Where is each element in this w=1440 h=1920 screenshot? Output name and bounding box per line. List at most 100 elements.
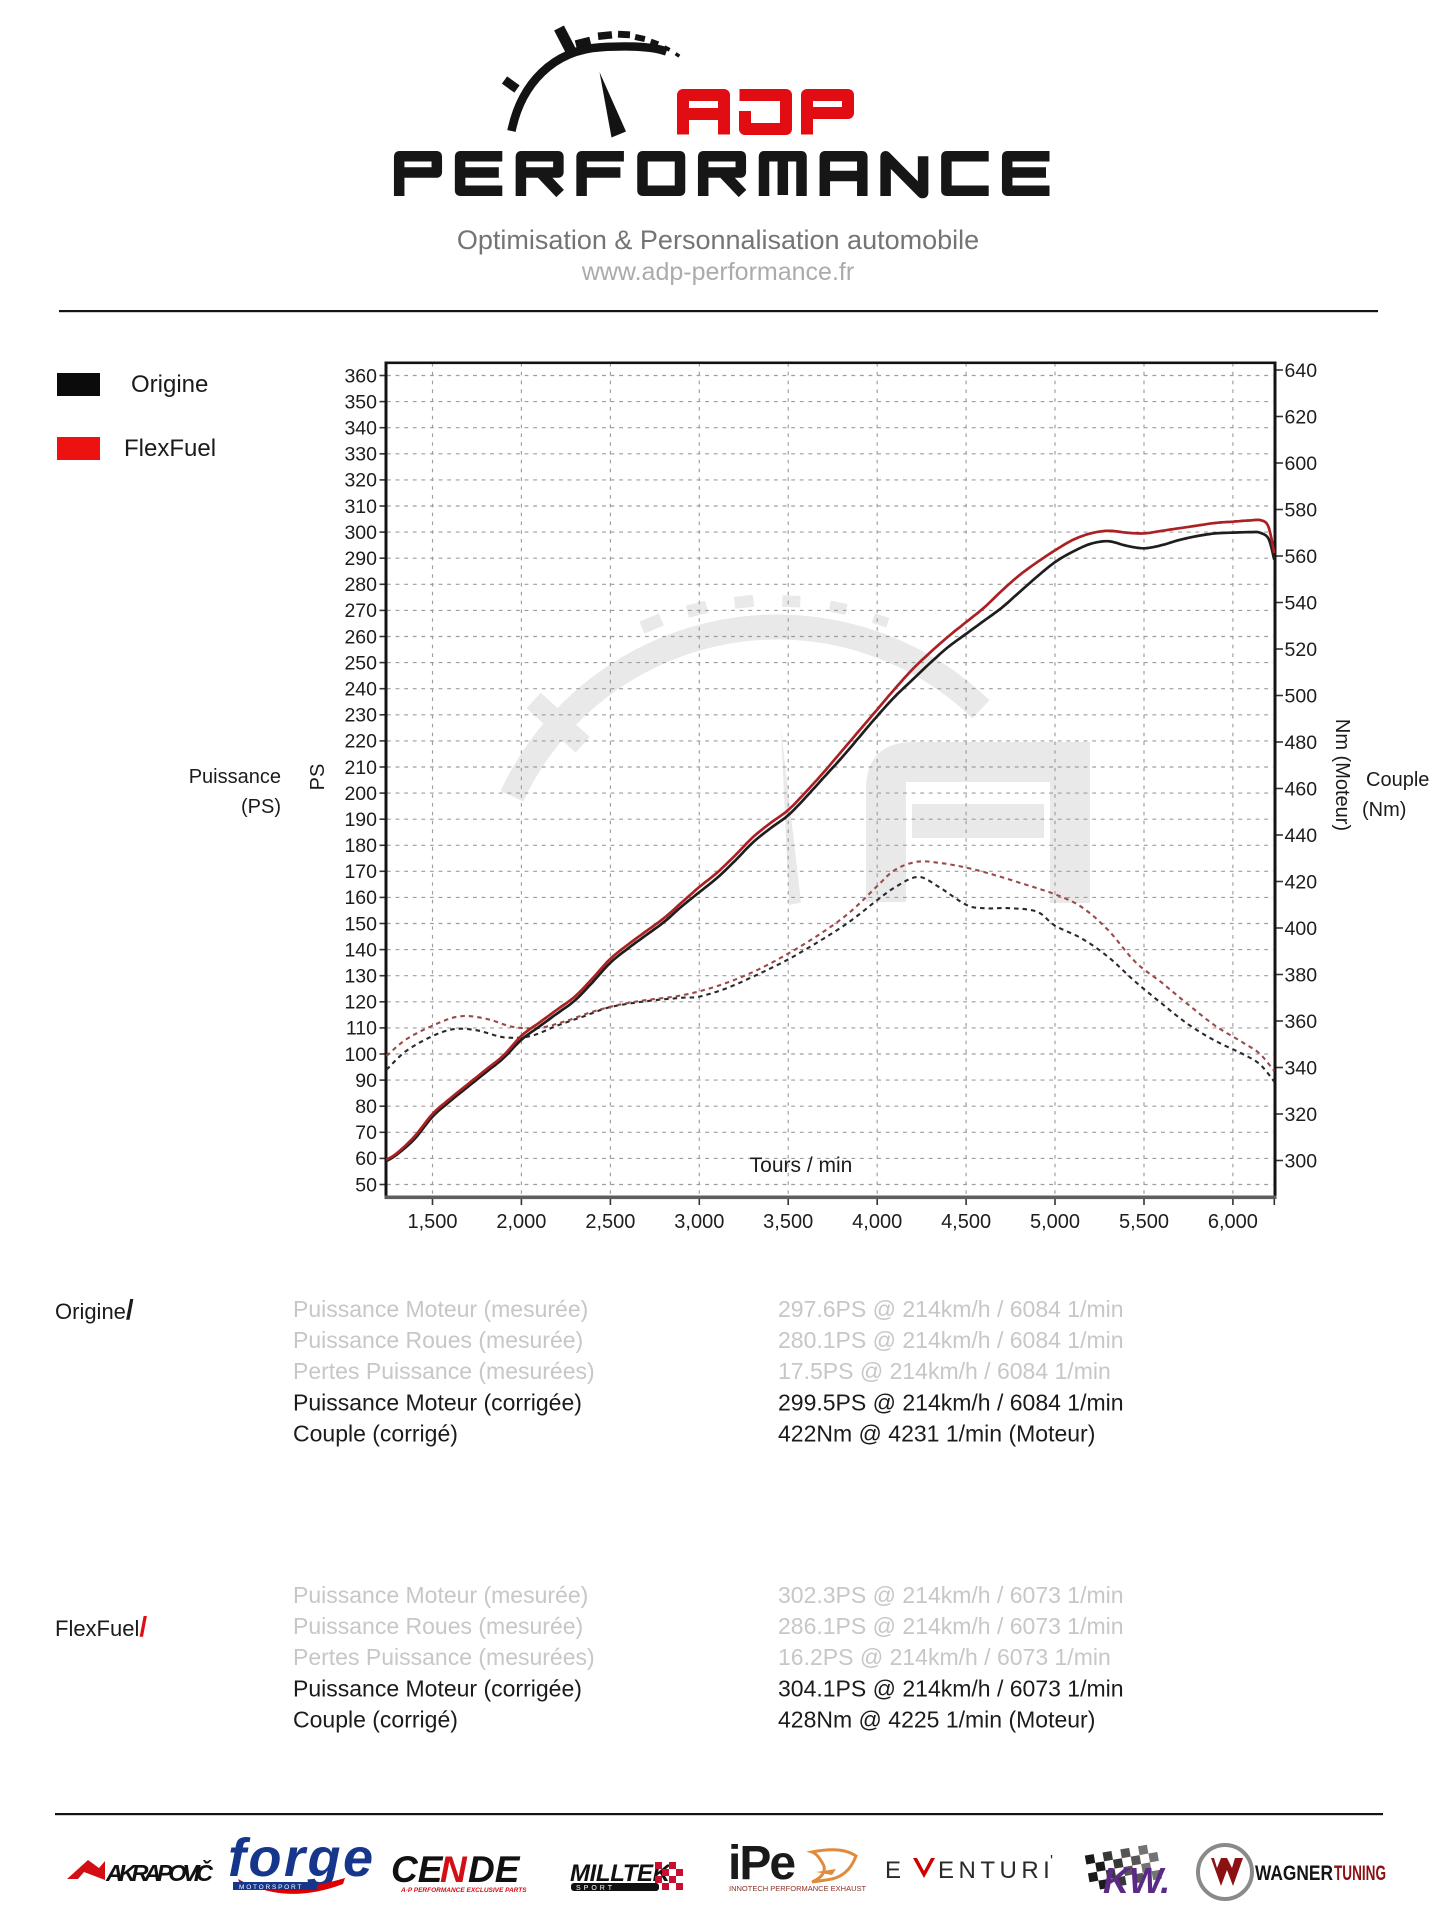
svg-text:E: E <box>885 1857 906 1884</box>
svg-text:Couple: Couple <box>1366 769 1429 791</box>
svg-text:Puissance Moteur (mesurée): Puissance Moteur (mesurée) <box>293 1296 588 1322</box>
svg-text:5,000: 5,000 <box>1030 1211 1080 1233</box>
svg-text:280.1PS @ 214km/h / 6084 1/min: 280.1PS @ 214km/h / 6084 1/min <box>778 1327 1124 1353</box>
svg-text:320: 320 <box>1285 1104 1318 1126</box>
svg-text:220: 220 <box>344 731 377 753</box>
svg-text:230: 230 <box>344 705 377 727</box>
svg-text:270: 270 <box>344 600 377 622</box>
svg-text:4,000: 4,000 <box>852 1211 902 1233</box>
svg-text:130: 130 <box>344 966 377 988</box>
svg-text:Puissance: Puissance <box>189 766 281 788</box>
svg-text:260: 260 <box>344 626 377 648</box>
svg-text:210: 210 <box>344 757 377 779</box>
svg-text:Puissance Moteur (mesurée): Puissance Moteur (mesurée) <box>293 1582 588 1608</box>
svg-text:299.5PS @ 214km/h / 6084 1/min: 299.5PS @ 214km/h / 6084 1/min <box>778 1389 1124 1415</box>
svg-text:420: 420 <box>1285 871 1318 893</box>
svg-text:KW.: KW. <box>1103 1860 1170 1901</box>
svg-text:600: 600 <box>1285 453 1318 475</box>
svg-text:150: 150 <box>344 913 377 935</box>
svg-text:FlexFuel: FlexFuel <box>124 435 216 462</box>
svg-text:': ' <box>1050 1853 1053 1870</box>
svg-text:forge: forge <box>228 1828 372 1888</box>
svg-text:60: 60 <box>355 1148 377 1170</box>
svg-text:Optimisation & Personnalisatio: Optimisation & Personnalisation automobi… <box>457 225 979 255</box>
svg-text:200: 200 <box>344 783 377 805</box>
svg-text:MILLTEK: MILLTEK <box>570 1860 672 1887</box>
svg-text:A·P PERFORMANCE EXCLUSIVE PART: A·P PERFORMANCE EXCLUSIVE PARTS <box>400 1887 527 1894</box>
svg-text:540: 540 <box>1285 592 1318 614</box>
svg-text:330: 330 <box>344 444 377 466</box>
svg-text:422Nm @ 4231 1/min (Moteur): 422Nm @ 4231 1/min (Moteur) <box>778 1420 1095 1446</box>
svg-text:300: 300 <box>344 522 377 544</box>
svg-text:5,500: 5,500 <box>1119 1211 1169 1233</box>
svg-text:N: N <box>440 1849 468 1890</box>
svg-text:440: 440 <box>1285 825 1318 847</box>
svg-text:302.3PS @ 214km/h / 6073 1/min: 302.3PS @ 214km/h / 6073 1/min <box>778 1582 1124 1608</box>
svg-text:250: 250 <box>344 652 377 674</box>
svg-text:400: 400 <box>1285 918 1318 940</box>
svg-text:6,000: 6,000 <box>1208 1211 1258 1233</box>
svg-text:CE: CE <box>391 1849 444 1890</box>
svg-text:360: 360 <box>1285 1011 1318 1033</box>
svg-text:Puissance Moteur (corrigée): Puissance Moteur (corrigée) <box>293 1675 582 1701</box>
svg-text:320: 320 <box>344 470 377 492</box>
svg-text:500: 500 <box>1285 685 1318 707</box>
svg-text:M O T O R S P O R T: M O T O R S P O R T <box>239 1884 301 1891</box>
svg-text:310: 310 <box>344 496 377 518</box>
svg-text:50: 50 <box>355 1174 377 1196</box>
svg-text:620: 620 <box>1285 406 1318 428</box>
svg-text:520: 520 <box>1285 639 1318 661</box>
svg-text:Pertes Puissance (mesurées): Pertes Puissance (mesurées) <box>293 1358 595 1384</box>
svg-text:SPORT: SPORT <box>576 1885 615 1892</box>
svg-text:PS: PS <box>307 764 329 791</box>
svg-text:Puissance Roues (mesurée): Puissance Roues (mesurée) <box>293 1327 583 1353</box>
svg-text:100: 100 <box>344 1044 377 1066</box>
svg-text:428Nm @ 4225 1/min (Moteur): 428Nm @ 4225 1/min (Moteur) <box>778 1706 1095 1732</box>
svg-text:560: 560 <box>1285 546 1318 568</box>
svg-text:286.1PS @ 214km/h / 6073 1/min: 286.1PS @ 214km/h / 6073 1/min <box>778 1613 1124 1639</box>
svg-text:90: 90 <box>355 1070 377 1092</box>
svg-text:TUNING: TUNING <box>1334 1862 1386 1885</box>
svg-text:280: 280 <box>344 574 377 596</box>
svg-text:INNOTECH PERFORMANCE EXHAUST: INNOTECH PERFORMANCE EXHAUST <box>729 1884 867 1893</box>
svg-text:Nm (Moteur): Nm (Moteur) <box>1331 719 1353 831</box>
svg-text:Tours / min: Tours / min <box>750 1154 853 1177</box>
svg-text:480: 480 <box>1285 732 1318 754</box>
svg-text:DE: DE <box>468 1849 521 1890</box>
svg-text:3,000: 3,000 <box>674 1211 724 1233</box>
svg-text:Puissance Roues (mesurée): Puissance Roues (mesurée) <box>293 1613 583 1639</box>
svg-text:80: 80 <box>355 1096 377 1118</box>
svg-text:1,500: 1,500 <box>407 1211 457 1233</box>
svg-text:FlexFuel/: FlexFuel/ <box>55 1611 147 1642</box>
svg-text:190: 190 <box>344 809 377 831</box>
svg-text:Origine: Origine <box>131 371 208 398</box>
svg-text:180: 180 <box>344 835 377 857</box>
svg-text:304.1PS @ 214km/h / 6073 1/min: 304.1PS @ 214km/h / 6073 1/min <box>778 1675 1124 1701</box>
svg-text:(PS): (PS) <box>241 796 281 818</box>
svg-text:(Nm): (Nm) <box>1362 799 1406 821</box>
svg-text:ENTURI: ENTURI <box>938 1857 1054 1884</box>
svg-text:Puissance Moteur (corrigée): Puissance Moteur (corrigée) <box>293 1389 582 1415</box>
svg-text:290: 290 <box>344 548 377 570</box>
svg-text:350: 350 <box>344 391 377 413</box>
svg-text:WAGNER: WAGNER <box>1255 1862 1333 1885</box>
svg-text:2,000: 2,000 <box>496 1211 546 1233</box>
svg-text:140: 140 <box>344 939 377 961</box>
svg-text:580: 580 <box>1285 499 1318 521</box>
svg-text:iPe: iPe <box>728 1837 795 1890</box>
svg-text:3,500: 3,500 <box>763 1211 813 1233</box>
svg-text:120: 120 <box>344 992 377 1014</box>
svg-text:240: 240 <box>344 679 377 701</box>
svg-text:640: 640 <box>1285 360 1318 382</box>
svg-text:170: 170 <box>344 861 377 883</box>
svg-text:www.adp-performance.fr: www.adp-performance.fr <box>581 258 854 286</box>
svg-text:Couple (corrigé): Couple (corrigé) <box>293 1420 458 1446</box>
svg-text:297.6PS @ 214km/h / 6084 1/min: 297.6PS @ 214km/h / 6084 1/min <box>778 1296 1124 1322</box>
svg-text:160: 160 <box>344 887 377 909</box>
svg-text:340: 340 <box>344 418 377 440</box>
svg-text:16.2PS @ 214km/h / 6073 1/min: 16.2PS @ 214km/h / 6073 1/min <box>778 1644 1111 1670</box>
svg-text:340: 340 <box>1285 1057 1318 1079</box>
svg-text:Pertes Puissance (mesurées): Pertes Puissance (mesurées) <box>293 1644 595 1670</box>
svg-text:17.5PS @ 214km/h / 6084 1/min: 17.5PS @ 214km/h / 6084 1/min <box>778 1358 1111 1384</box>
svg-text:110: 110 <box>346 1018 377 1040</box>
